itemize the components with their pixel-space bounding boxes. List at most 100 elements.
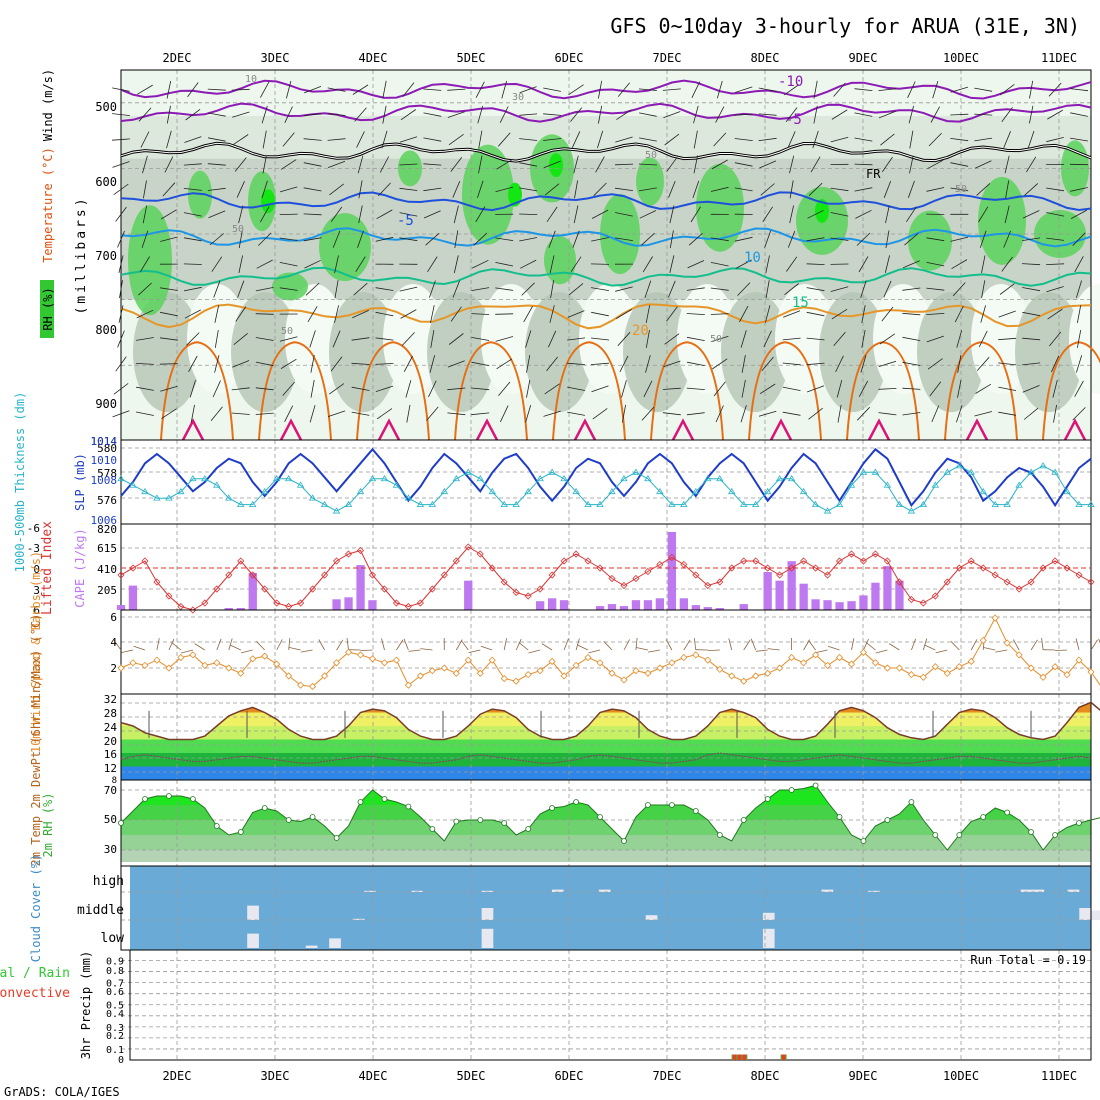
- surface-barb-73: [983, 647, 996, 651]
- rh-point-22: [381, 796, 388, 802]
- li-point-7: [201, 599, 209, 607]
- upper-barb-13: [112, 410, 130, 418]
- top-tick-9dec: 9DEC: [849, 51, 878, 65]
- upper-barb-351: [715, 106, 725, 123]
- isotherm-label-m5b: -5: [397, 213, 414, 229]
- upper-barb-390: [759, 383, 776, 395]
- upper-barb-201: [453, 205, 459, 224]
- p2-left-tick-578: 578: [97, 467, 117, 480]
- li-point-2: [141, 557, 149, 565]
- upper-barb-407: [813, 105, 818, 124]
- upper-barb-24: [136, 337, 154, 341]
- p1-tick-700: 700: [95, 249, 117, 263]
- upper-barb-4: [113, 183, 129, 196]
- warm-arch-6: [748, 341, 822, 441]
- thickness-point-27: [440, 487, 449, 495]
- wind-speed-point-26: [428, 667, 436, 675]
- upper-barb-414: [806, 287, 825, 292]
- thickness-point-60: [835, 500, 844, 508]
- cape-bar-47: [679, 598, 688, 610]
- upper-barb-195: [426, 406, 439, 421]
- upper-barb-269: [573, 155, 579, 174]
- hot-arch-7: [867, 418, 891, 441]
- thickness-point-33: [512, 500, 520, 508]
- li-point-32: [500, 578, 508, 586]
- thickness-point-51: [728, 487, 736, 495]
- surface-barb-14: [288, 638, 291, 651]
- surface-barb-37: [563, 638, 569, 651]
- upper-barb-209: [447, 412, 466, 416]
- rh-point-26: [429, 826, 436, 832]
- wind-speed-point-58: [812, 651, 820, 659]
- upper-barb-250: [526, 379, 531, 398]
- upper-barb-341: [690, 206, 701, 223]
- temperature-band-3: [121, 726, 1091, 740]
- temp-tick-32: 32: [104, 693, 117, 706]
- surface-barb-45: [648, 649, 660, 653]
- cape-bar-46: [667, 532, 676, 610]
- upper-barb-544: [1022, 385, 1040, 393]
- li-point-56: [788, 564, 796, 572]
- upper-barb-508: [976, 183, 991, 196]
- upper-barb-511: [981, 255, 986, 274]
- upper-barb-131: [330, 206, 343, 222]
- cape-bar-57: [799, 583, 808, 610]
- upper-barb-291: [590, 362, 610, 365]
- upper-barb-63: [211, 256, 223, 272]
- upper-barb-171: [399, 163, 418, 166]
- surface-barb-76: [1030, 639, 1038, 651]
- li-point-49: [704, 581, 712, 590]
- upper-barb-422: [830, 136, 849, 143]
- bottom-tick-11dec: 11DEC: [1041, 1069, 1077, 1083]
- bottom-tick-4dec: 4DEC: [359, 1069, 388, 1083]
- upper-barb-188: [425, 232, 440, 246]
- wind-speed-point-69: [943, 669, 951, 677]
- rh-point-28: [453, 818, 460, 825]
- thickness-point-70: [955, 462, 963, 469]
- upper-barb-37: [160, 311, 178, 317]
- li-tick-m6: -6: [27, 522, 40, 535]
- thickness-point-79: [1063, 487, 1071, 495]
- cape-bar-65: [895, 580, 904, 610]
- upper-barb-298: [614, 187, 633, 191]
- upper-barb-167: [376, 408, 393, 420]
- thickness-point-45: [656, 487, 664, 495]
- precip-minor-tick-3: 0.3: [106, 1023, 124, 1034]
- upper-barb-233: [495, 313, 514, 315]
- upper-barb-174: [399, 237, 418, 242]
- upper-barb-173: [399, 212, 418, 217]
- upper-barb-299: [615, 212, 633, 217]
- rh-point-74: [1004, 809, 1011, 816]
- li-point-67: [919, 599, 927, 607]
- p1-tick-900: 900: [95, 397, 117, 411]
- upper-barb-503: [956, 405, 963, 423]
- panel-upper-air: 500 600 700 800 900 1014 -10 -5 FR -5 10…: [40, 69, 1100, 448]
- upper-barb-394: [787, 131, 796, 148]
- bottom-tick-8dec: 8DEC: [751, 1069, 780, 1083]
- li-point-6: [189, 606, 197, 614]
- upper-barb-413: [806, 263, 825, 265]
- wind-ylabel: 10m Wind Speed & Barbs (m/s): [29, 551, 43, 753]
- wind-speed-point-13: [273, 660, 281, 668]
- wind-speed-point-0: [117, 664, 125, 672]
- upper-barb-85: [261, 105, 268, 124]
- upper-barb-60: [207, 187, 226, 191]
- upper-barb-367: [734, 162, 753, 167]
- cape-bar-44: [643, 600, 653, 610]
- thickness-point-29: [464, 468, 472, 475]
- wind-speed-point-49: [704, 656, 712, 664]
- upper-barb-33: [160, 209, 177, 220]
- rh-point-6: [189, 796, 196, 802]
- upper-barb-277: [567, 362, 586, 365]
- upper-barb-353: [711, 159, 728, 170]
- upper-barb-340: [692, 180, 700, 199]
- upper-barb-143: [357, 155, 364, 174]
- upper-barb-259: [549, 255, 555, 274]
- surface-barb-6: [181, 649, 193, 654]
- wind-speed-point-39: [584, 653, 592, 662]
- upper-barb-9: [118, 305, 124, 323]
- rh-point-64: [884, 817, 891, 823]
- upper-barb-474: [902, 387, 921, 390]
- rh-point-68: [932, 832, 939, 838]
- cape-bar-52: [739, 604, 748, 610]
